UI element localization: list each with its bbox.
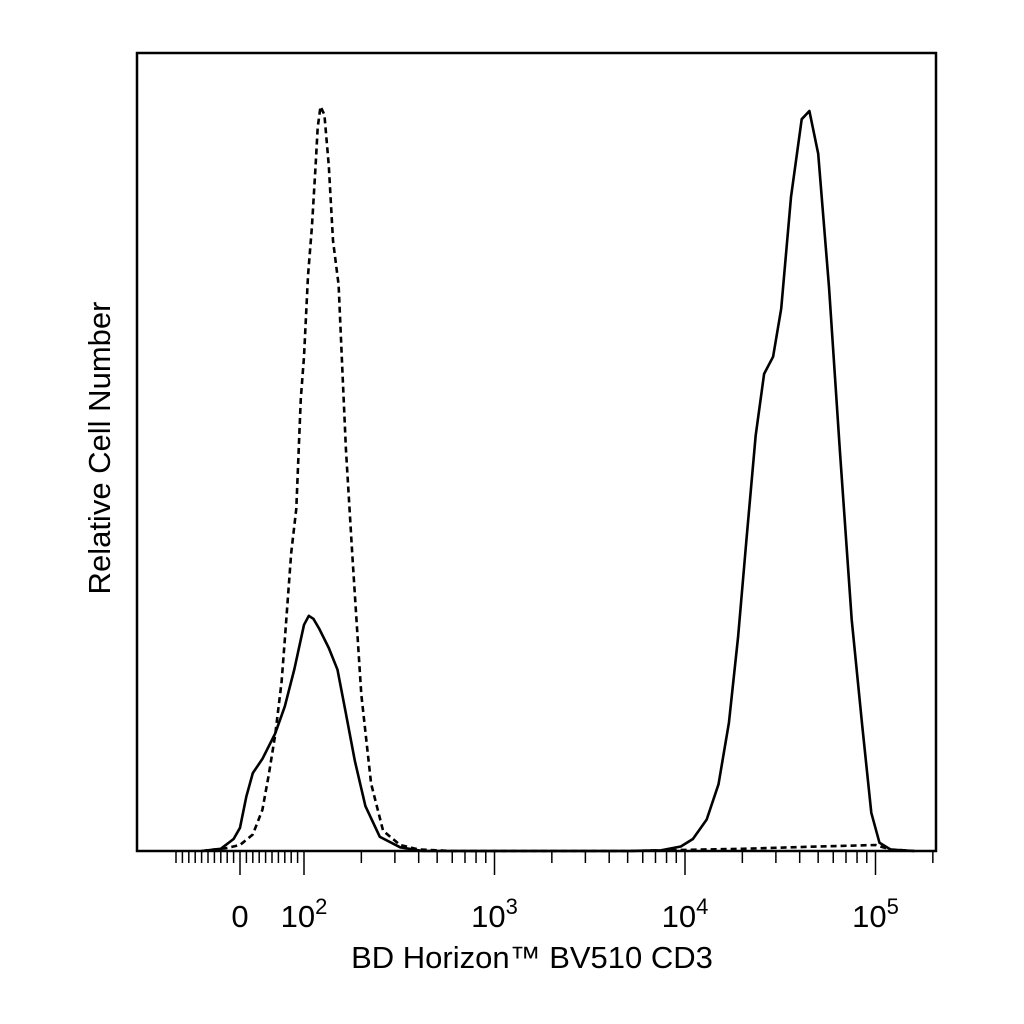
x-axis-ticks (175, 851, 934, 875)
x-tick-exponent: 5 (887, 894, 899, 919)
plot-frame (135, 51, 938, 853)
x-tick-exponent: 2 (315, 894, 327, 919)
x-tick-exponent: 3 (506, 894, 518, 919)
x-tick-label: 0 (231, 899, 248, 934)
x-tick-label: 105 (852, 894, 899, 934)
x-axis-tick-labels: 0 102 103 104 105 (231, 894, 898, 934)
x-tick-exponent: 4 (696, 894, 708, 919)
series-line-dashed (201, 105, 915, 853)
x-tick-label: 103 (471, 894, 518, 934)
x-tick-label: 102 (281, 894, 328, 934)
series-line-solid (201, 109, 915, 853)
y-axis-label: Relative Cell Number (82, 302, 117, 595)
series-layer (201, 105, 915, 853)
x-axis-label: BD Horizon™ BV510 CD3 (351, 940, 713, 975)
x-tick-label: 104 (662, 894, 709, 934)
